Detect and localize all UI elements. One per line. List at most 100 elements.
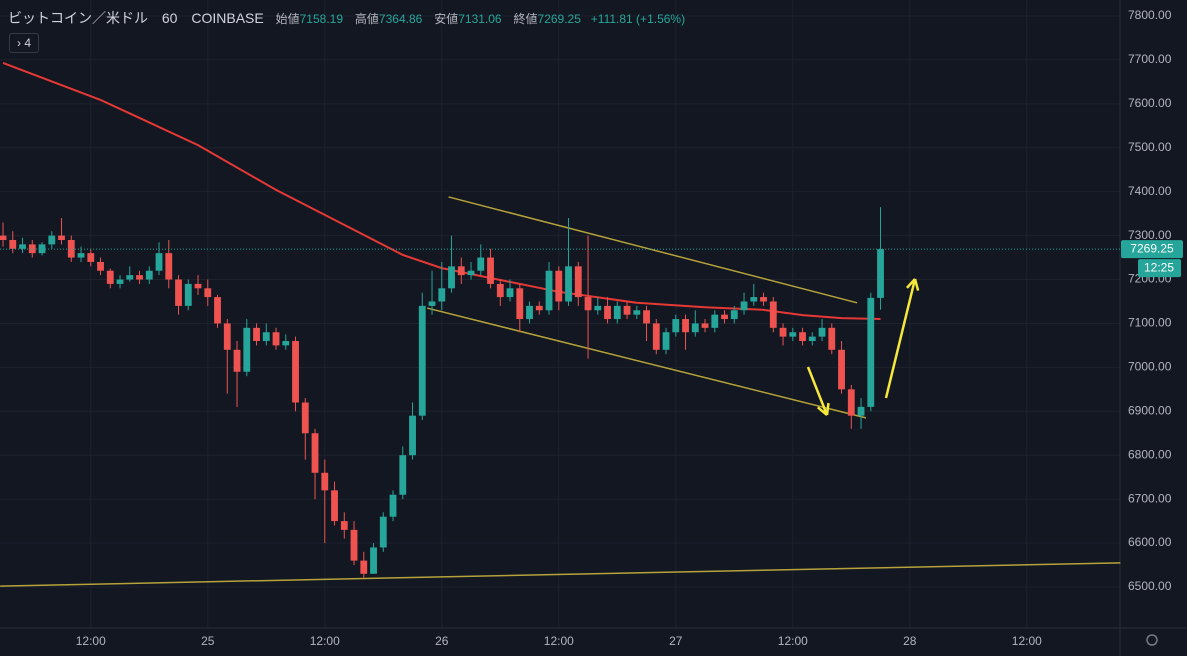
x-tick-label: 12:00	[76, 634, 106, 648]
candle-body	[9, 239, 17, 249]
countdown-box	[1138, 259, 1181, 278]
candle-body	[106, 270, 114, 284]
candle-body	[565, 266, 572, 302]
candle-body	[428, 301, 436, 306]
candle-body	[769, 301, 777, 328]
candle-body	[730, 310, 738, 320]
candle-body	[58, 235, 65, 240]
candle-body	[526, 305, 533, 320]
candle-body	[243, 327, 251, 372]
high-label: 高値	[354, 12, 379, 26]
high-value: 7364.86	[378, 12, 423, 26]
low-label: 安値	[434, 12, 459, 26]
change: +111.81 (+1.56%)	[590, 12, 686, 26]
candle-body	[145, 270, 153, 280]
x-tick-label: 12:00	[778, 634, 808, 648]
candle-body	[272, 332, 280, 346]
candle-body	[682, 319, 689, 333]
candle-body	[116, 279, 124, 284]
candle-body	[574, 266, 582, 298]
candle-body	[165, 253, 173, 280]
y-tick-label: 7800.00	[1128, 8, 1172, 22]
indicator-toggle[interactable]: › 4	[9, 33, 39, 53]
y-tick-label: 6500.00	[1128, 579, 1172, 593]
candle-body	[818, 327, 826, 337]
grid	[0, 0, 1120, 628]
candle-body	[643, 310, 650, 324]
candle-body	[87, 253, 95, 262]
candle-body	[175, 279, 182, 306]
indicator-count: 4	[24, 36, 32, 50]
candle-body	[184, 283, 192, 306]
y-tick-label: 6700.00	[1128, 491, 1172, 505]
candle-body	[253, 327, 260, 342]
candle-body	[545, 270, 553, 311]
y-tick-label: 7000.00	[1128, 360, 1172, 374]
candle-body	[204, 288, 212, 298]
arrow-head	[905, 278, 916, 289]
candle-body	[301, 402, 309, 434]
interval[interactable]: 60	[161, 10, 178, 26]
close-label: 終値	[513, 12, 538, 26]
candle-body	[0, 235, 7, 240]
candle-body	[223, 323, 231, 350]
candle-body	[867, 297, 875, 407]
candle-body	[262, 332, 270, 342]
y-tick-label: 6800.00	[1128, 447, 1172, 461]
trend-line	[0, 562, 1121, 587]
x-tick-label: 27	[669, 634, 683, 648]
candle-body	[652, 323, 660, 350]
candle-body	[19, 244, 26, 249]
y-tick-label: 7600.00	[1128, 96, 1172, 110]
candle-body	[350, 529, 358, 561]
gear[interactable]	[1146, 634, 1158, 646]
candle-body	[409, 415, 416, 456]
open-value: 7158.19	[299, 12, 344, 26]
candle-body	[399, 455, 407, 495]
x-tick-label: 12:00	[310, 634, 340, 648]
last-price-label: 7269.25	[1130, 241, 1174, 255]
y-tick-label: 7700.00	[1128, 52, 1172, 66]
candle-body	[194, 283, 202, 289]
candle-body	[535, 305, 543, 311]
candle-body	[799, 332, 806, 342]
close-value: 7269.25	[537, 12, 581, 26]
candle-body	[506, 288, 514, 298]
candle-body	[662, 332, 670, 350]
candle-body	[701, 323, 709, 328]
candle-body	[379, 516, 387, 548]
candle-body	[438, 288, 446, 302]
exchange: COINBASE	[191, 10, 264, 26]
y-tick-label: 7400.00	[1128, 184, 1172, 198]
candle-body	[77, 253, 85, 258]
x-tick-label: 28	[903, 634, 917, 648]
x-tick-label: 25	[201, 634, 215, 648]
candle-body	[604, 305, 611, 320]
candle-body	[28, 244, 36, 254]
candle-body	[214, 297, 221, 324]
candle-body	[760, 297, 767, 302]
candle-body	[789, 332, 797, 337]
annotation-arrow	[884, 278, 917, 399]
settings-icon[interactable]	[1146, 634, 1158, 646]
trend-line	[448, 196, 858, 304]
x-tick-label: 26	[435, 634, 449, 648]
arrow-head	[816, 406, 828, 416]
x-tick-label: 12:00	[1012, 634, 1042, 648]
y-tick-label: 6600.00	[1128, 535, 1172, 549]
candle-body	[233, 349, 241, 372]
candle-body	[691, 323, 699, 333]
open-label: 始値	[275, 12, 300, 26]
candle-body	[48, 235, 56, 245]
last-price-box	[1121, 240, 1183, 259]
candle-body	[457, 266, 465, 276]
y-tick-label: 7500.00	[1128, 140, 1172, 154]
low-value: 7131.06	[458, 12, 502, 26]
symbol-title: ビットコイン／米ドル	[8, 10, 148, 26]
candle-body	[487, 257, 494, 284]
candle-body	[808, 336, 816, 342]
candle-body	[292, 341, 299, 403]
